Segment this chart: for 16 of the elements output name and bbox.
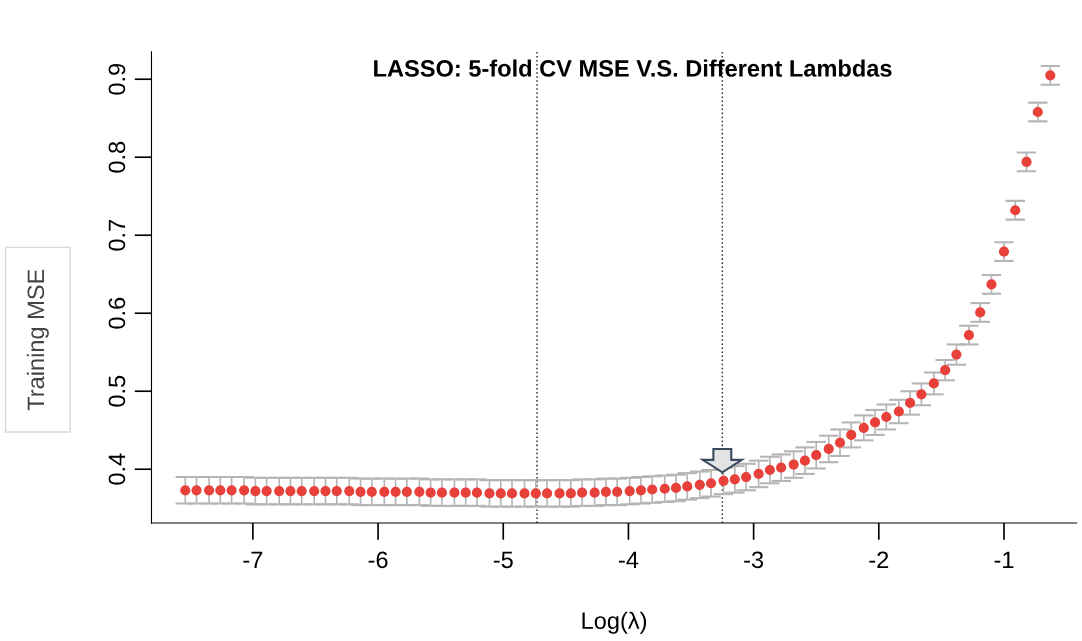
x-tick-label: -3	[744, 551, 764, 569]
x-tick-label: -4	[618, 551, 639, 568]
y-tick-label: 0.9	[108, 63, 126, 95]
chart-title: LASSO: 5-fold CV MSE V.S. Different Lambdas	[374, 59, 892, 77]
y-axis-title: Training MSE	[26, 269, 49, 411]
x-tick-label: -1	[994, 551, 1014, 568]
x-tick-label: -5	[493, 551, 513, 569]
y-tick-label: 0.7	[108, 220, 126, 251]
y-tick-label: 0.4	[108, 453, 126, 485]
y-tick-label: 0.8	[108, 141, 126, 173]
x-tick-label: -2	[869, 551, 889, 568]
x-tick-label: -7	[243, 551, 263, 568]
y-tick-label: 0.5	[108, 375, 126, 407]
x-tick-label: -6	[368, 551, 388, 569]
x-axis-title: Log(λ)	[582, 611, 647, 634]
y-tick-label: 0.6	[108, 297, 126, 329]
